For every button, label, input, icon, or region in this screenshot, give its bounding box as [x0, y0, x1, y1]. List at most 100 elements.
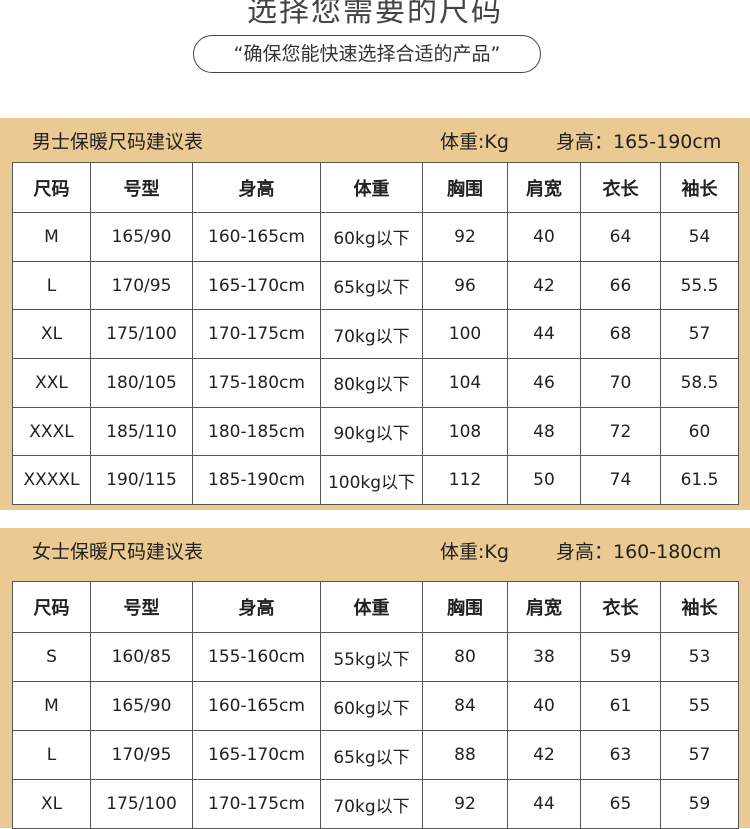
cell: 70kg以下	[320, 309, 423, 360]
cell: 57	[660, 730, 739, 780]
cell: 84	[422, 681, 508, 731]
size-row: XXL 180/105 175-180cm 80kg以下 104 46 70 58.5	[12, 358, 739, 408]
cell: XL	[12, 779, 91, 829]
cell: 112	[422, 455, 508, 506]
size-row: L 170/95 165-170cm 65kg以下 96 42 66 55.5	[12, 260, 739, 311]
cell: XL	[12, 309, 91, 360]
cell: 185-190cm	[192, 455, 321, 506]
header-row: 尺码 号型 身高 体重 胸围 肩宽 衣长 袖长	[12, 162, 739, 213]
cell: 190/115	[90, 455, 193, 506]
cell: 50	[507, 455, 581, 506]
column-header: 尺码	[12, 581, 91, 633]
cell: 60kg以下	[320, 212, 423, 262]
weight-unit: 体重:Kg	[440, 541, 509, 563]
column-header: 尺码	[12, 162, 91, 213]
size-row: XL 175/100 170-175cm 70kg以下 100 44 68 57	[12, 309, 739, 360]
cell: 100	[422, 309, 508, 360]
cell: 61	[580, 681, 661, 731]
cell: 180-185cm	[192, 406, 321, 457]
cell: 155-160cm	[192, 632, 321, 682]
weight-unit: 体重:Kg	[440, 131, 509, 153]
cell: 170/95	[90, 260, 193, 311]
cell: 55	[660, 681, 739, 731]
cell: S	[12, 632, 91, 682]
cell: XXL	[12, 358, 91, 408]
cell: 160-165cm	[192, 681, 321, 731]
cell: 53	[660, 632, 739, 682]
column-header: 胸围	[422, 162, 508, 213]
cell: 64	[580, 212, 661, 262]
cell: M	[12, 212, 91, 262]
cell: 55kg以下	[320, 632, 423, 682]
cell: 175-180cm	[192, 358, 321, 408]
column-header: 衣长	[580, 581, 661, 633]
column-header: 肩宽	[507, 162, 581, 213]
size-row: XXXXL 190/115 185-190cm 100kg以下 112 50 74 61.5	[12, 455, 739, 506]
cell: 60kg以下	[320, 681, 423, 731]
cell: 40	[507, 212, 581, 262]
cell: XXXL	[12, 406, 91, 457]
cell: 175/100	[90, 779, 193, 829]
cell: 55.5	[660, 260, 739, 311]
cell: 165-170cm	[192, 730, 321, 780]
cell: 160/85	[90, 632, 193, 682]
table-title: 女士保暖尺码建议表	[32, 541, 204, 563]
cell: 170-175cm	[192, 309, 321, 360]
cell: 44	[507, 779, 581, 829]
cell: 88	[422, 730, 508, 780]
cell: 59	[580, 632, 661, 682]
cell: 61.5	[660, 455, 739, 506]
cell: 100kg以下	[320, 455, 423, 506]
cell: 108	[422, 406, 508, 457]
cell: 57	[660, 309, 739, 360]
size-row: M 165/90 160-165cm 60kg以下 92 40 64 54	[12, 212, 739, 262]
cell: 42	[507, 730, 581, 780]
cell: 65kg以下	[320, 730, 423, 780]
size-row: S 160/85 155-160cm 55kg以下 80 38 59 53	[12, 632, 739, 682]
cell: 63	[580, 730, 661, 780]
cell: 80	[422, 632, 508, 682]
cell: 65	[580, 779, 661, 829]
size-row: XL 175/100 170-175cm 70kg以下 92 44 65 59	[12, 779, 739, 829]
column-header: 袖长	[660, 162, 739, 213]
size-table: 尺码 号型 身高 体重 胸围 肩宽 衣长 袖长 M 165/90 160-165cm 60kg以下 92…	[12, 162, 739, 506]
cell: 58.5	[660, 358, 739, 408]
size-table: 尺码 号型 身高 体重 胸围 肩宽 衣长 袖长 S 160/85 155-160cm 55kg以下 80…	[12, 581, 739, 829]
column-header: 胸围	[422, 581, 508, 633]
cell: 90kg以下	[320, 406, 423, 457]
cell: 92	[422, 779, 508, 829]
cell: 104	[422, 358, 508, 408]
cell: 170/95	[90, 730, 193, 780]
cell: 54	[660, 212, 739, 262]
column-header: 衣长	[580, 162, 661, 213]
cell: 40	[507, 681, 581, 731]
cell: 180/105	[90, 358, 193, 408]
cell: 44	[507, 309, 581, 360]
page-title: 选择您需要的尺码	[247, 0, 503, 29]
cell: 42	[507, 260, 581, 311]
cell: 48	[507, 406, 581, 457]
column-header: 身高	[192, 162, 321, 213]
height-range: 身高：160-180cm	[556, 541, 722, 563]
cell: 59	[660, 779, 739, 829]
cell: 60	[660, 406, 739, 457]
size-row: M 165/90 160-165cm 60kg以下 84 40 61 55	[12, 681, 739, 731]
cell: 80kg以下	[320, 358, 423, 408]
cell: 70kg以下	[320, 779, 423, 829]
column-header: 袖长	[660, 581, 739, 633]
cell: M	[12, 681, 91, 731]
cell: 165-170cm	[192, 260, 321, 311]
column-header: 号型	[90, 581, 193, 633]
header-row: 尺码 号型 身高 体重 胸围 肩宽 衣长 袖长	[12, 581, 739, 633]
cell: 170-175cm	[192, 779, 321, 829]
column-header: 身高	[192, 581, 321, 633]
cell: 66	[580, 260, 661, 311]
size-row: L 170/95 165-170cm 65kg以下 88 42 63 57	[12, 730, 739, 780]
cell: 165/90	[90, 212, 193, 262]
size-row: XXXL 185/110 180-185cm 90kg以下 108 48 72 60	[12, 406, 739, 457]
subtitle: “确保您能快速选择合适的产品”	[193, 35, 541, 73]
table-title: 男士保暖尺码建议表	[32, 131, 204, 153]
cell: 165/90	[90, 681, 193, 731]
cell: 96	[422, 260, 508, 311]
